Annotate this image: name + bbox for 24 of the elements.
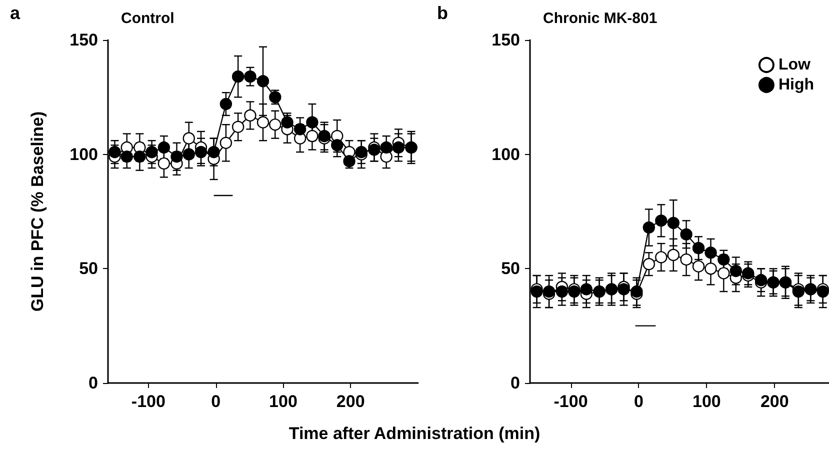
y-tick-label: 50 (79, 259, 98, 278)
y-tick-label: 150 (492, 30, 520, 50)
x-tick-label: 0 (634, 392, 644, 411)
y-tick-label: 100 (70, 144, 98, 164)
y-tick-label: 50 (501, 259, 520, 278)
legend-label: Low (778, 56, 811, 74)
x-tick-label: 100 (269, 392, 298, 411)
chart-title: Control (121, 10, 174, 27)
y-tick-label: 0 (88, 374, 98, 392)
x-tick-label: 200 (336, 392, 365, 411)
y-tick-label: 100 (492, 144, 520, 164)
y-tick-label: 150 (70, 30, 98, 50)
y-axis-title: GLU in PFC (% Baseline) (28, 111, 47, 312)
x-tick-label: 200 (760, 392, 789, 411)
x-tick-label: 0 (211, 392, 221, 411)
legend-label: High (778, 76, 814, 94)
x-tick-label: 100 (692, 392, 721, 411)
text: b (437, 3, 448, 23)
text: a (10, 3, 21, 23)
x-axis-title: Time after Administration (min) (288, 424, 542, 444)
x-tick-label: -100 (554, 392, 588, 411)
chart-title: Chronic MK-801 (543, 10, 658, 27)
x-tick-label: -100 (131, 392, 166, 411)
y-tick-label: 0 (510, 374, 520, 392)
